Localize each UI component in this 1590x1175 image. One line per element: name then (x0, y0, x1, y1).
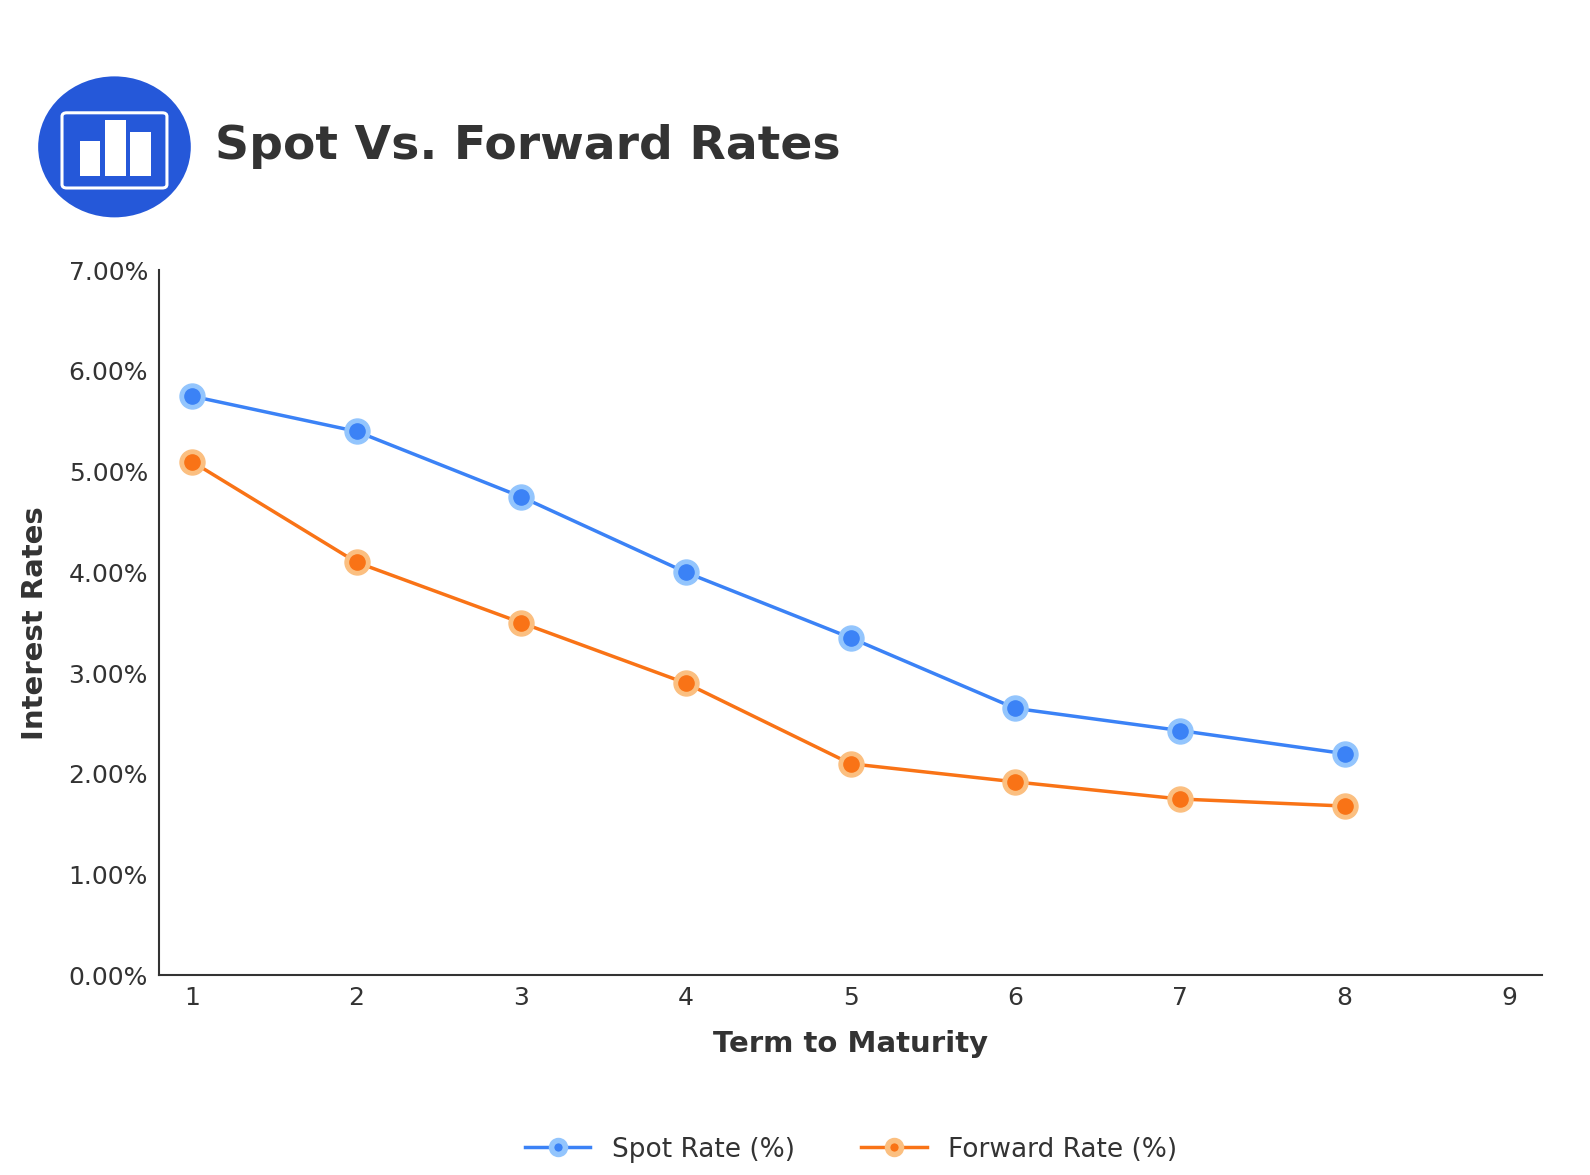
Point (838, 629, 863, 647)
X-axis label: Term to Maturity: Term to Maturity (712, 1029, 989, 1058)
Point (180, 387, 205, 405)
Point (1332, 744, 1358, 763)
Point (1167, 721, 1192, 740)
Point (343, 422, 369, 441)
Point (509, 488, 534, 506)
Point (1332, 744, 1358, 763)
Point (343, 553, 369, 572)
Point (673, 673, 698, 692)
Legend: Spot Rate (%), Forward Rate (%): Spot Rate (%), Forward Rate (%) (514, 1126, 1188, 1174)
Point (343, 553, 369, 572)
Point (1332, 797, 1358, 815)
Point (1003, 772, 1029, 791)
Point (343, 422, 369, 441)
Point (838, 754, 863, 773)
Point (509, 613, 534, 632)
Point (1167, 721, 1192, 740)
Point (838, 629, 863, 647)
Point (673, 563, 698, 582)
Point (838, 754, 863, 773)
Point (509, 613, 534, 632)
Point (180, 387, 205, 405)
Point (1332, 797, 1358, 815)
Point (180, 452, 205, 471)
Point (509, 488, 534, 506)
Point (1003, 772, 1029, 791)
Point (180, 452, 205, 471)
Point (673, 673, 698, 692)
Point (1167, 790, 1192, 808)
Text: Spot Vs. Forward Rates: Spot Vs. Forward Rates (215, 125, 840, 169)
Point (1167, 790, 1192, 808)
Point (1003, 699, 1029, 718)
Y-axis label: Interest Rates: Interest Rates (21, 506, 49, 739)
Point (1003, 699, 1029, 718)
Point (673, 563, 698, 582)
